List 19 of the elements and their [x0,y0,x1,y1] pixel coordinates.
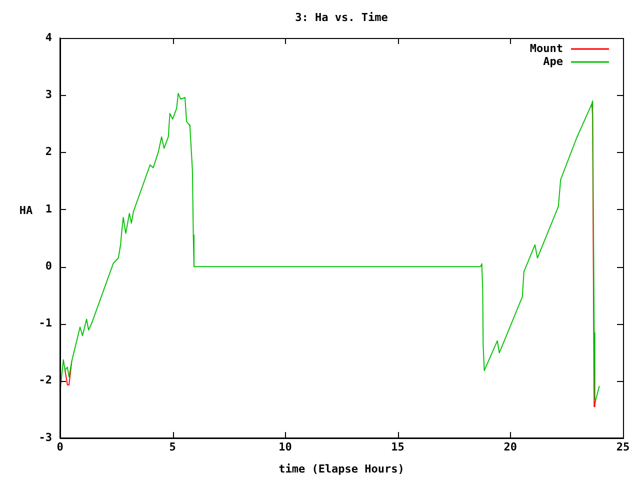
x-tick-label: 10 [278,440,292,454]
y-tick-label: 4 [45,30,52,44]
legend-label: Mount [530,42,563,55]
y-tick-label: -3 [38,430,52,444]
y-axis-title: HA [19,204,33,217]
x-tick-label: 5 [169,440,176,454]
y-tick-label: 0 [45,259,52,272]
legend-label: Ape [543,54,564,68]
y-tick-label: 1 [45,202,52,216]
y-tick-label: -1 [38,316,52,330]
chart-title: 3: Ha vs. Time [295,10,388,24]
x-tick-label: 0 [56,440,64,454]
y-tick-label: 3 [45,88,52,101]
x-tick-label: 20 [504,440,518,454]
x-axis-title: time (Elapse Hours) [278,462,404,476]
y-tick-label: -2 [38,374,52,387]
x-tick-label: 15 [391,440,404,454]
x-tick-label: 25 [616,440,630,454]
y-tick-label: 2 [45,145,52,158]
